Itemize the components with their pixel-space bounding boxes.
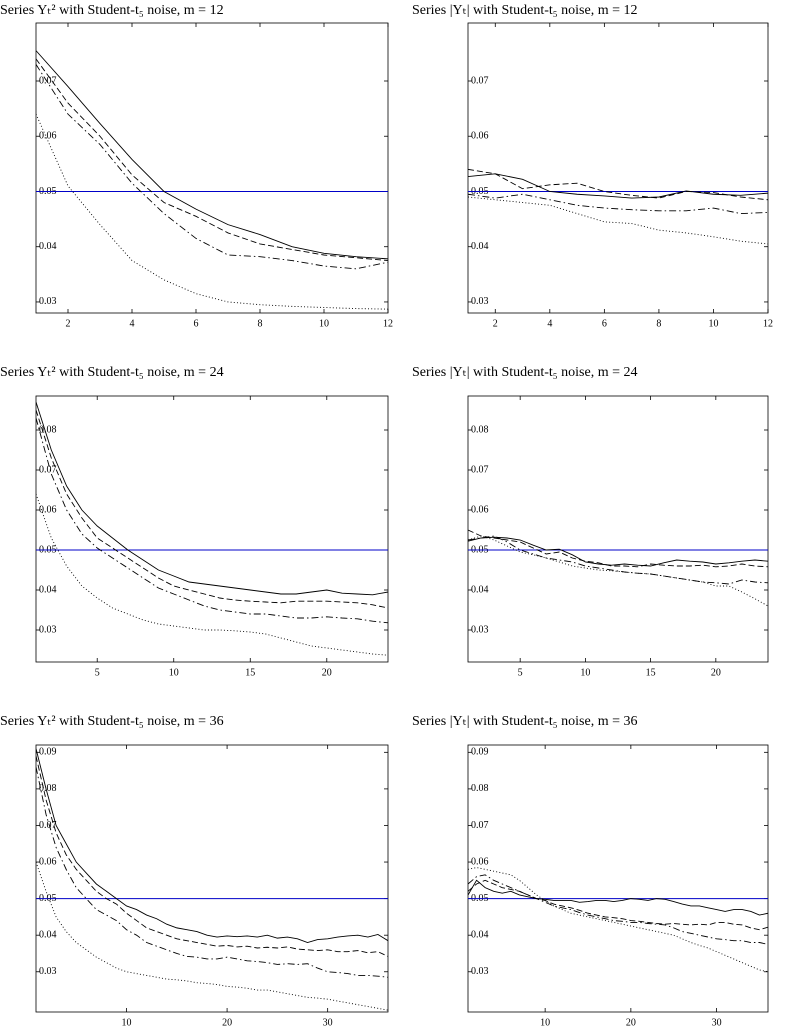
- series-line: [468, 529, 768, 568]
- series-line: [468, 535, 768, 585]
- x-tick-label: 20: [322, 667, 332, 678]
- y-tick-label: 0.03: [39, 966, 57, 977]
- x-tick-label: 8: [656, 318, 661, 329]
- series-line: [36, 64, 388, 270]
- chart-title: Series |Yₜ| with Student-t₅ noise, m = 1…: [412, 3, 638, 18]
- series-line: [468, 168, 768, 201]
- series-line: [468, 874, 768, 945]
- x-tick-label: 6: [194, 318, 199, 329]
- y-tick-label: 0.06: [471, 131, 489, 142]
- panel: Series |Yₜ| with Student-t₅ noise, m = 1…: [412, 3, 773, 329]
- x-tick-label: 10: [319, 318, 329, 329]
- x-tick-label: 15: [245, 667, 255, 678]
- x-tick-label: 10: [708, 318, 718, 329]
- x-tick-label: 20: [626, 1017, 636, 1028]
- y-tick-label: 0.04: [39, 241, 57, 252]
- y-tick-label: 0.06: [39, 856, 57, 867]
- x-tick-label: 2: [66, 318, 71, 329]
- series-line: [36, 58, 388, 261]
- y-tick-label: 0.07: [471, 75, 489, 86]
- series-line: [468, 173, 768, 199]
- y-tick-label: 0.09: [471, 747, 489, 758]
- chart-title: Series Yₜ² with Student-t₅ noise, m = 12: [0, 3, 224, 18]
- y-tick-label: 0.04: [39, 584, 57, 595]
- y-tick-label: 0.07: [471, 820, 489, 831]
- series-line: [36, 766, 388, 978]
- y-tick-label: 0.08: [39, 424, 57, 435]
- series-line: [36, 50, 388, 260]
- y-tick-label: 0.08: [471, 783, 489, 794]
- x-tick-label: 30: [323, 1017, 333, 1028]
- x-tick-label: 10: [580, 667, 590, 678]
- x-tick-label: 8: [258, 318, 263, 329]
- x-tick-label: 12: [763, 318, 773, 329]
- y-tick-label: 0.04: [471, 929, 489, 940]
- y-tick-label: 0.06: [39, 131, 57, 142]
- x-tick-label: 20: [711, 667, 721, 678]
- y-tick-label: 0.04: [39, 929, 57, 940]
- x-tick-label: 20: [222, 1017, 232, 1028]
- chart-title: Series |Yₜ| with Student-t₅ noise, m = 3…: [412, 714, 638, 729]
- chart-title: Series Yₜ² with Student-t₅ noise, m = 24: [0, 365, 224, 380]
- series-line: [468, 196, 768, 245]
- y-tick-label: 0.03: [471, 966, 489, 977]
- x-tick-label: 5: [95, 667, 100, 678]
- x-tick-label: 6: [602, 318, 607, 329]
- panel: Series |Yₜ| with Student-t₅ noise, m = 2…: [412, 365, 769, 678]
- y-tick-label: 0.03: [39, 624, 57, 635]
- y-tick-label: 0.06: [471, 504, 489, 515]
- y-tick-label: 0.07: [39, 820, 57, 831]
- series-line: [468, 536, 768, 567]
- plot-frame: [35, 744, 389, 1013]
- x-tick-label: 10: [169, 667, 179, 678]
- series-line: [36, 417, 388, 624]
- series-line: [36, 748, 388, 943]
- x-tick-label: 2: [493, 318, 498, 329]
- y-tick-label: 0.03: [471, 296, 489, 307]
- series-line: [468, 879, 768, 916]
- y-tick-label: 0.04: [471, 584, 489, 595]
- y-tick-label: 0.07: [471, 464, 489, 475]
- series-line: [468, 879, 768, 931]
- x-tick-label: 4: [547, 318, 552, 329]
- panel: Series |Yₜ| with Student-t₅ noise, m = 3…: [412, 714, 769, 1028]
- series-line: [468, 193, 768, 215]
- x-tick-label: 4: [130, 318, 135, 329]
- series-line: [36, 755, 388, 957]
- y-tick-label: 0.06: [39, 504, 57, 515]
- y-tick-label: 0.06: [471, 856, 489, 867]
- panel: Series Yₜ² with Student-t₅ noise, m = 12…: [0, 3, 393, 329]
- y-tick-label: 0.03: [39, 296, 57, 307]
- plot-frame: [35, 22, 389, 314]
- series-line: [36, 493, 388, 656]
- plot-frame: [467, 744, 769, 1013]
- x-tick-label: 10: [540, 1017, 550, 1028]
- y-tick-label: 0.08: [471, 424, 489, 435]
- plot-frame: [35, 395, 389, 663]
- x-tick-label: 5: [518, 667, 523, 678]
- y-tick-label: 0.07: [39, 464, 57, 475]
- panel: Series Yₜ² with Student-t₅ noise, m = 24…: [0, 365, 389, 678]
- x-tick-label: 30: [712, 1017, 722, 1028]
- x-tick-label: 10: [122, 1017, 132, 1028]
- series-line: [36, 409, 388, 609]
- series-line: [36, 401, 388, 596]
- series-line: [468, 867, 768, 973]
- plot-frame: [467, 22, 769, 314]
- x-tick-label: 15: [646, 667, 656, 678]
- series-line: [36, 113, 388, 310]
- panel: Series Yₜ² with Student-t₅ noise, m = 36…: [0, 714, 389, 1028]
- y-tick-label: 0.09: [39, 747, 57, 758]
- y-tick-label: 0.08: [39, 783, 57, 794]
- chart-title: Series |Yₜ| with Student-t₅ noise, m = 2…: [412, 365, 638, 380]
- y-tick-label: 0.03: [471, 624, 489, 635]
- x-tick-label: 12: [383, 318, 393, 329]
- plot-frame: [467, 395, 769, 663]
- y-tick-label: 0.07: [39, 75, 57, 86]
- y-tick-label: 0.04: [471, 241, 489, 252]
- chart-title: Series Yₜ² with Student-t₅ noise, m = 36: [0, 714, 224, 729]
